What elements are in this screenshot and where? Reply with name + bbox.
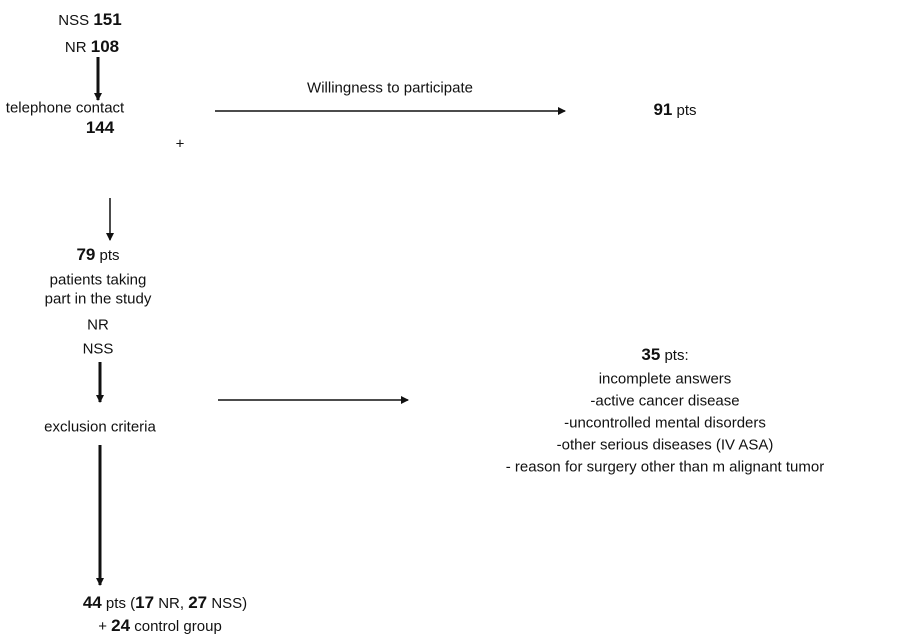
label: control group: [134, 618, 222, 635]
count: 144: [85, 118, 115, 137]
contact-label: telephone contact: [5, 99, 125, 117]
reason: -uncontrolled mental disorders: [564, 414, 766, 432]
count: 27: [188, 593, 208, 612]
start-nss: NSS 151: [58, 10, 121, 30]
study-count: 79 pts: [76, 245, 119, 265]
label: NR,: [158, 595, 185, 612]
count: 35: [641, 345, 661, 364]
willing-node: 91 pts: [653, 100, 696, 120]
study-line: NSS: [82, 340, 114, 358]
exclusion-label: exclusion criteria: [44, 418, 156, 436]
label: NR: [64, 39, 87, 56]
contact-count: 144: [86, 118, 114, 138]
study-line: NR: [87, 316, 109, 334]
label: NSS: [58, 12, 90, 29]
count: 151: [93, 10, 122, 29]
study-line: part in the study: [44, 290, 152, 308]
count: 79: [76, 245, 96, 264]
count: 108: [90, 37, 120, 56]
reason: - reason for surgery other than m aligna…: [505, 458, 825, 476]
reason: -other serious diseases (IV ASA): [556, 436, 774, 454]
study-line: patients taking: [49, 271, 147, 289]
count: 24: [111, 616, 131, 635]
edge-label: Willingness to participate: [307, 79, 473, 97]
final-control: + 24 control group: [98, 616, 222, 636]
unit: pts: [676, 102, 697, 119]
plus: +: [98, 618, 107, 635]
start-nr: NR 108: [65, 37, 119, 57]
label: NSS): [211, 595, 248, 612]
reason: incomplete answers: [598, 370, 732, 388]
contact-plus: +: [175, 135, 185, 153]
final-line: 44 pts (17 NR, 27 NSS): [83, 593, 247, 613]
unit: pts:: [664, 347, 689, 364]
count: 44: [82, 593, 102, 612]
reason: -active cancer disease: [590, 392, 740, 410]
unit: pts: [99, 247, 120, 264]
unit: pts (: [105, 595, 136, 612]
count: 91: [653, 100, 673, 119]
excluded-count: 35 pts:: [641, 345, 688, 365]
count: 17: [135, 593, 155, 612]
